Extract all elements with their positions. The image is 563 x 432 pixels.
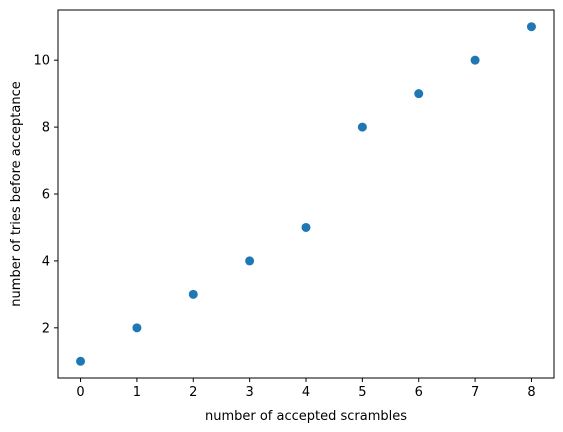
data-point [357, 122, 367, 132]
y-tick-label: 4 [42, 254, 50, 269]
y-tick-label: 8 [42, 121, 50, 136]
x-tick-label: 0 [76, 385, 84, 400]
x-tick-label: 5 [358, 385, 366, 400]
data-point [470, 55, 480, 65]
x-tick-label: 2 [189, 385, 197, 400]
data-point [132, 323, 142, 333]
data-point [188, 289, 198, 299]
data-points [76, 22, 536, 366]
y-axis-ticks: 2 4 6 8 10 [33, 54, 58, 336]
x-axis-ticks: 0 1 2 3 4 5 6 7 8 [76, 378, 536, 400]
x-tick-label: 3 [245, 385, 253, 400]
data-point [526, 22, 536, 32]
x-tick-label: 4 [302, 385, 310, 400]
x-tick-label: 7 [471, 385, 479, 400]
y-tick-label: 2 [42, 321, 50, 336]
y-tick-label: 10 [33, 54, 50, 69]
x-tick-label: 8 [527, 385, 535, 400]
data-point [301, 222, 311, 232]
data-point [414, 89, 424, 99]
x-axis-label: number of accepted scrambles [205, 409, 407, 424]
data-point [76, 356, 86, 366]
plot-area [57, 9, 555, 379]
x-tick-label: 1 [133, 385, 141, 400]
y-axis-label: number of tries before acceptance [9, 81, 24, 306]
y-tick-label: 6 [42, 188, 50, 203]
x-tick-label: 6 [415, 385, 423, 400]
data-point [245, 256, 255, 266]
